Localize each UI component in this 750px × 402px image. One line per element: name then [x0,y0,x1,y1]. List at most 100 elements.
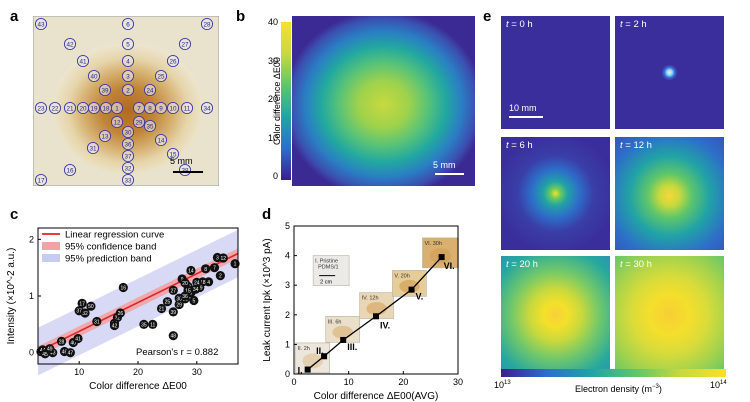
simulation-time-label: t = 30 h [620,259,652,270]
simulation-time-label: t = 6 h [506,140,533,151]
scatter-point: 7 [209,263,220,273]
data-point [408,286,415,293]
x-tick-label: 10 [344,377,354,387]
x-axis-label: Color difference ΔE00 [89,381,187,392]
svg-text:28: 28 [59,339,65,345]
scatter-point: 35 [139,319,149,329]
svg-text:30: 30 [176,296,182,302]
panel-b-label: b [236,8,246,25]
sample-marker: 17 [34,173,48,187]
sample-marker: 4 [121,54,135,68]
sample-marker: 41 [76,54,90,68]
scatter-point: 16 [118,282,128,293]
svg-text:I. Pristine: I. Pristine [315,259,338,265]
sample-marker: 5 [121,37,135,51]
simulation-time-label: t = 20 h [506,259,538,270]
sample-marker: 2 [121,83,135,97]
y-axis-label: Leak current Ipk (×10^3 pA) [262,238,273,361]
point-label: II. [316,346,324,356]
colorbar-tick: 30 [267,55,278,66]
svg-text:31: 31 [94,320,100,326]
x-tick-label: 10 [74,367,84,377]
scatter-point: 11 [148,319,158,329]
sample-marker: 10 [166,101,180,115]
svg-text:36: 36 [124,141,132,148]
panel-e-label: e [483,8,492,25]
svg-text:39: 39 [171,310,177,316]
colorbar-tick: 20 [267,94,278,104]
svg-text:15: 15 [185,288,191,294]
y-tick-label: 1 [285,339,290,349]
simulation-frame: t = 30 h [615,256,724,369]
data-point [438,254,445,261]
svg-text:24: 24 [194,280,200,286]
scatter-point: 21 [156,303,167,314]
sample-marker: 1 [110,101,124,115]
svg-text:12: 12 [221,256,227,262]
scatter-point: 12 [218,253,228,263]
svg-text:22: 22 [51,105,59,112]
sample-marker: 42 [63,37,77,51]
svg-text:22: 22 [115,316,121,322]
scatter-point: 48 [168,331,178,341]
x-axis-label: Color difference ΔE00(AVG) [314,391,439,402]
scatter-point: 26 [115,308,125,318]
colorbar-tick: 40 [267,17,278,27]
svg-text:50: 50 [88,304,94,310]
svg-text:17: 17 [37,177,45,184]
sample-marker: 35 [143,119,157,133]
svg-text:9: 9 [159,105,163,112]
point-label: V. [416,292,424,302]
sample-marker: 7 [132,101,146,115]
y-tick-label: 1 [29,291,34,301]
inset-photo: VI. 30h [422,237,459,269]
svg-text:17: 17 [79,301,85,307]
x-tick-label: 20 [398,377,408,387]
svg-text:32: 32 [124,165,132,172]
scatter-point: 49 [45,344,55,354]
sample-marker: 18 [99,101,113,115]
svg-text:19: 19 [90,105,98,112]
simulation-frame: t = 12 h [615,137,724,250]
svg-text:34: 34 [193,287,199,293]
svg-text:45: 45 [42,352,48,358]
scatter-point: 34 [191,284,201,294]
svg-text:Linear regression curve: Linear regression curve [65,230,164,241]
scatter-point: 27 [168,285,178,295]
y-tick-label: 2 [29,234,34,244]
panel-b-map: 5 mm [292,16,475,186]
svg-text:41: 41 [75,337,81,343]
panel-b-colorbar [281,22,291,180]
svg-text:IV. 12h: IV. 12h [362,296,379,302]
y-tick-label: 0 [29,348,34,358]
svg-text:1: 1 [115,105,119,112]
x-tick-label: 20 [133,367,143,377]
sample-marker: 12 [110,115,124,129]
panel-d-scalebar-label: 2 cm [320,280,332,286]
data-point [340,336,347,343]
svg-text:12: 12 [113,119,121,126]
sample-marker: 33 [121,173,135,187]
x-tick-label: 30 [453,377,463,387]
sample-marker: 25 [154,69,168,83]
scatter-point: 8 [201,264,211,274]
svg-text:25: 25 [157,73,165,80]
svg-text:39: 39 [101,87,109,94]
scatter-point: 47 [65,348,75,358]
svg-text:21: 21 [159,306,165,312]
svg-text:48: 48 [171,334,177,340]
sample-marker: 15 [166,147,180,161]
svg-text:4: 4 [126,58,130,65]
sample-marker: 39 [98,83,112,97]
sample-marker: 24 [143,83,157,97]
sample-marker: 22 [48,101,62,115]
x-tick-label: 30 [192,367,202,377]
scatter-point: 2 [215,271,225,281]
svg-text:43: 43 [50,351,56,357]
data-point [304,366,311,373]
svg-text:15: 15 [169,151,177,158]
inset-photo: V. 20h [392,270,427,297]
svg-text:3: 3 [126,73,130,80]
